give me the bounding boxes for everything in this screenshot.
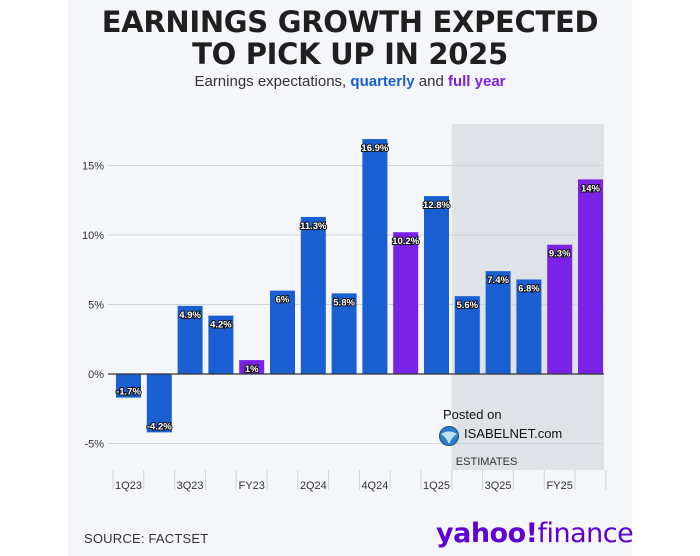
bar (146, 374, 172, 433)
bar (485, 271, 511, 374)
bar-value-label: 1% (245, 364, 259, 375)
bar (516, 279, 542, 374)
bar-value-label: 6.8% (518, 283, 540, 294)
bar (300, 216, 326, 374)
chart-title-line-2: TO PICK UP IN 2025 (192, 37, 508, 71)
bar-value-label: 10.2% (392, 236, 419, 247)
chart-title-line-1: EARNINGS GROWTH EXPECTED (101, 5, 599, 39)
bar (362, 139, 388, 374)
x-tick-label: FY25 (547, 480, 573, 492)
y-tick-label: -5% (84, 439, 104, 451)
bar-value-label: 9.3% (549, 249, 571, 260)
globe-icon (439, 426, 459, 446)
y-tick-label: 10% (82, 230, 104, 242)
bar (239, 360, 265, 374)
x-tick-label: 2Q24 (300, 480, 327, 492)
bar (270, 290, 295, 374)
bar-value-label: 14% (581, 183, 601, 194)
bar-value-label: 5.6% (456, 300, 478, 311)
estimates-label: ESTIMATES (456, 456, 518, 468)
bar-value-label: 7.4% (487, 275, 509, 286)
x-tick-label: 1Q25 (423, 480, 450, 492)
chart-subtitle: Earnings expectations, quarterly and ful… (68, 73, 632, 90)
watermark-site: ISABELNET.com (464, 426, 563, 441)
subtitle-prefix: Earnings expectations, (194, 73, 347, 90)
bar-value-label: 4.9% (179, 310, 201, 321)
yahoo-finance-logo: yahoo!finance (436, 518, 634, 549)
x-tick-label: 1Q23 (115, 480, 142, 492)
bar (454, 296, 480, 374)
subtitle-quarterly: quarterly (350, 73, 415, 90)
logo-finance: finance (537, 518, 634, 549)
logo-yahoo: yahoo! (436, 518, 538, 549)
x-tick-label: 3Q25 (485, 480, 512, 492)
bar-value-label: -4.2% (147, 421, 172, 432)
y-tick-label: 0% (88, 369, 104, 381)
bar-value-label: 16.9% (361, 143, 388, 154)
bar-value-label: 4.2% (210, 320, 232, 331)
x-tick-label: 4Q24 (361, 480, 388, 492)
bar-value-label: 11.3% (300, 221, 327, 232)
bar (578, 179, 603, 374)
bar (424, 196, 449, 374)
subtitle-mid: and (418, 73, 444, 90)
source-note: SOURCE: FACTSET (84, 531, 209, 546)
bar (331, 293, 357, 374)
bar (547, 244, 573, 374)
x-tick-label: FY23 (239, 480, 265, 492)
bar-value-label: 5.8% (333, 297, 355, 308)
bar-value-label: 12.8% (423, 200, 450, 211)
watermark-posted-on: Posted on (443, 407, 502, 422)
bar-value-label: 6% (276, 295, 290, 306)
y-tick-label: 5% (88, 300, 104, 312)
subtitle-full-year: full year (447, 73, 506, 90)
bar (208, 315, 234, 374)
bar-value-label: -1.7% (116, 387, 141, 398)
x-tick-label: 3Q23 (177, 480, 204, 492)
bar (393, 232, 419, 374)
bar (116, 374, 141, 398)
y-tick-label: 15% (82, 161, 104, 173)
bar (177, 305, 203, 374)
